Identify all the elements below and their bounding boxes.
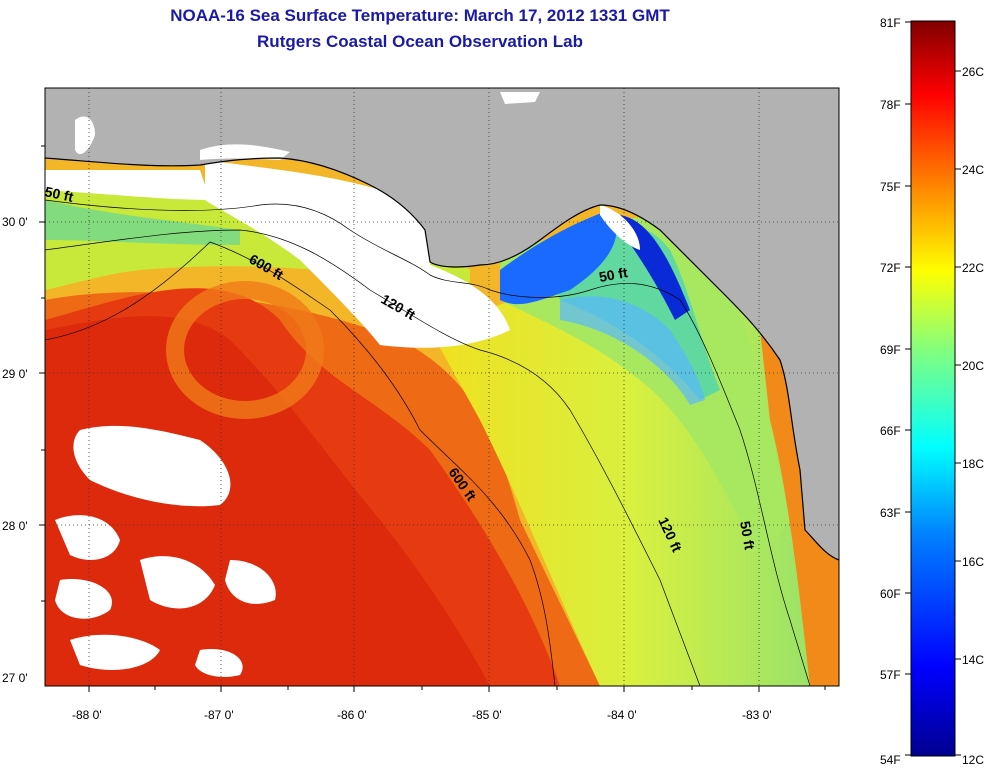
- lon-label: -86 0': [337, 708, 367, 722]
- map-frame: [44, 87, 840, 687]
- sound-patch: [200, 144, 290, 160]
- colorbar-f-label: 66F: [880, 424, 901, 438]
- colorbar-c-label: 16C: [962, 555, 984, 569]
- cloud-patch-gulf-5: [225, 560, 276, 604]
- tick-marks: [39, 145, 826, 692]
- cloud-patch-gulf-6: [70, 634, 160, 670]
- colorbar-c-label: 12C: [962, 753, 984, 767]
- coastline: [45, 157, 839, 561]
- lat-label: 28 0': [2, 519, 28, 533]
- lat-label: 27 0': [2, 671, 28, 685]
- contour-600ft: [45, 241, 556, 686]
- contour-label-50ft-south: 50 ft: [737, 520, 758, 551]
- lon-label: -84 0': [607, 708, 637, 722]
- colorbar-f-label: 72F: [880, 261, 901, 275]
- lat-label: 29 0': [2, 367, 28, 381]
- colorbar-f-label: 63F: [880, 506, 901, 520]
- map-subtitle: Rutgers Coastal Ocean Observation Lab: [257, 32, 583, 51]
- cloud-patch-gulf-4: [140, 556, 215, 609]
- lake-patch: [500, 92, 540, 104]
- colorbar-f-label: 75F: [880, 180, 901, 194]
- cloud-patch-bigbend: [600, 205, 640, 250]
- cloud-patch-nw: [45, 170, 210, 200]
- colorbar: [910, 20, 956, 757]
- colorbar-c-label: 26C: [962, 65, 984, 79]
- colorbar-f-label: 69F: [880, 343, 901, 357]
- lon-label: -83 0': [742, 708, 772, 722]
- colorbar-c-label: 18C: [962, 457, 984, 471]
- contour-50ft: [45, 199, 811, 686]
- colorbar-f-label: 81F: [880, 16, 901, 30]
- contour-label-50ft-west: 50 ft: [43, 183, 75, 205]
- warm-eddy: [166, 281, 324, 419]
- colorbar-c-label: 22C: [962, 261, 984, 275]
- cloud-patch-north: [205, 160, 510, 348]
- colorbar-f-label: 57F: [880, 668, 901, 682]
- cloud-patch-gulf-3: [55, 579, 112, 619]
- cloud-patch-gulf-1: [73, 425, 231, 507]
- cloud-patch-gulf-2: [55, 515, 120, 560]
- colorbar-f-label: 54F: [880, 753, 901, 767]
- lat-label: 30 0': [2, 215, 28, 229]
- cloud-patch-gulf-7: [195, 649, 243, 677]
- lon-label: -85 0': [472, 708, 502, 722]
- west-cool-strip: [45, 200, 240, 245]
- cold-water-west: [500, 210, 617, 305]
- colorbar-f-label: 60F: [880, 587, 901, 601]
- contour-label-50ft-bigbend: 50 ft: [598, 264, 629, 285]
- grid-lines: [45, 88, 839, 686]
- bay-patch-1: [75, 116, 95, 155]
- map-title: NOAA-16 Sea Surface Temperature: March 1…: [170, 6, 670, 25]
- lon-label: -88 0': [72, 708, 102, 722]
- land-mass: [45, 88, 839, 560]
- cold-water-plume: [560, 296, 705, 405]
- colorbar-ticks: [905, 21, 961, 756]
- colorbar-c-label: 20C: [962, 359, 984, 373]
- colorbar-c-label: 14C: [962, 653, 984, 667]
- contour-120ft: [45, 229, 701, 686]
- colorbar-c-label: 24C: [962, 163, 984, 177]
- colorbar-f-label: 78F: [880, 98, 901, 112]
- lon-label: -87 0': [204, 708, 234, 722]
